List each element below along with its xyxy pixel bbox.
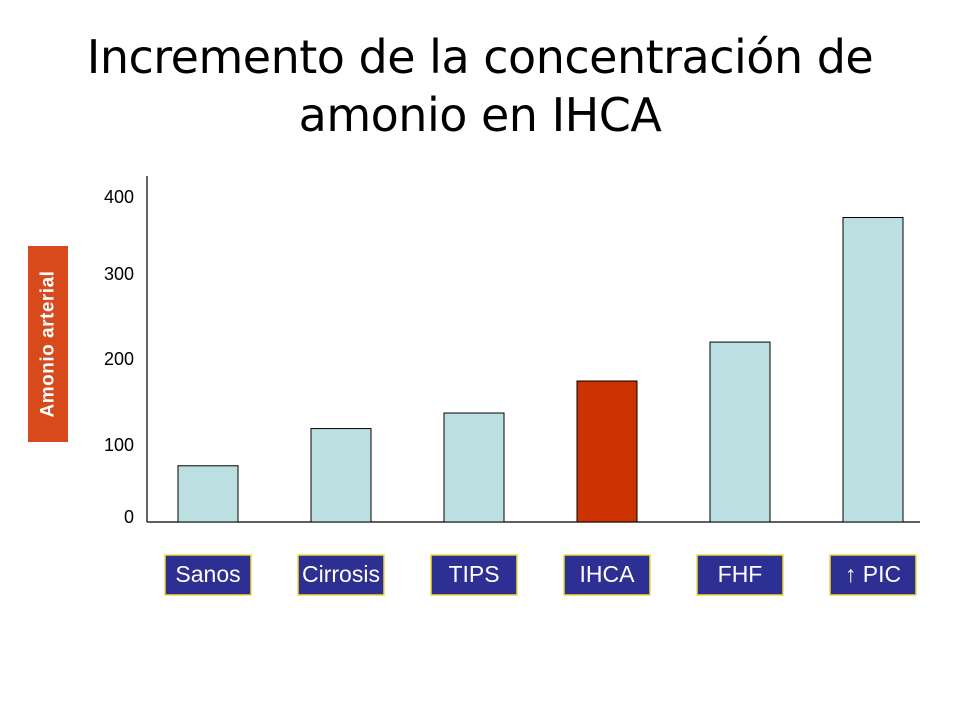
y-axis-label-box: Amonio arterial: [28, 246, 68, 442]
y-tick-label: 200: [104, 349, 134, 369]
y-tick-label: 100: [104, 435, 134, 455]
y-tick-label: 300: [104, 264, 134, 284]
category-label-box: [563, 554, 651, 596]
category-label: IHCA: [580, 561, 636, 587]
category-label: FHF: [718, 561, 763, 587]
chart-title: Incremento de la concentración de amonio…: [0, 28, 960, 144]
bar: [576, 380, 638, 523]
chart-title-line-1: Incremento de la concentración de: [86, 30, 874, 84]
bar: [310, 428, 372, 523]
chart-title-line-2: amonio en IHCA: [298, 88, 662, 142]
category-label: ↑ PIC: [845, 561, 901, 587]
bar: [709, 341, 771, 523]
category-label-box: [829, 554, 917, 596]
category-label-box: [696, 554, 784, 596]
y-tick-label: 400: [104, 187, 134, 207]
category-label-box: [297, 554, 385, 596]
bar: [842, 217, 904, 523]
bar: [443, 412, 505, 523]
y-tick-label: 0: [124, 507, 134, 527]
category-label-box: [164, 554, 252, 596]
category-label: Sanos: [175, 561, 240, 587]
bar: [177, 465, 239, 523]
category-label-box: [430, 554, 518, 596]
category-label: Cirrosis: [302, 561, 380, 587]
category-label: TIPS: [448, 561, 499, 587]
